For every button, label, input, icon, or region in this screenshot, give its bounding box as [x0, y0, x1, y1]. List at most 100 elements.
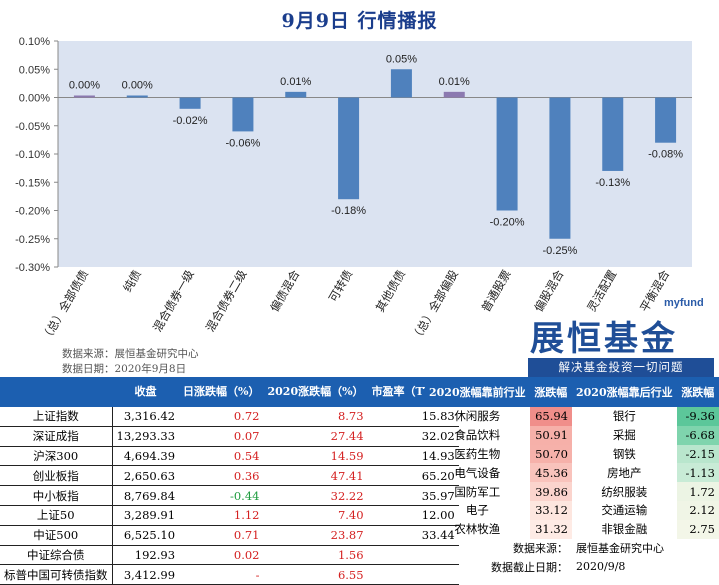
- top-industry-name: 休闲服务: [454, 409, 501, 424]
- bottom-industry-name: 银行: [612, 409, 636, 424]
- bar: [549, 97, 571, 239]
- category-label: 灵活配置: [584, 268, 619, 315]
- header-top-industry: 2020涨幅靠前行业: [425, 377, 530, 407]
- index-row: 中证综合债 192.93 0.02 1.56: [0, 545, 459, 566]
- index-ytd-change: 23.87: [263, 525, 368, 546]
- index-row: 中证500 6,525.10 0.71 23.87 33.44: [0, 525, 459, 546]
- index-pe: 12.00: [367, 505, 459, 526]
- industry-table-header: 2020涨幅靠前行业 涨跌幅 2020涨幅靠后行业 涨跌幅: [425, 377, 719, 407]
- top-industry-name: 电气设备: [454, 465, 501, 480]
- index-row: 中小板指 8,769.84 -0.44 32.22 35.97: [0, 485, 459, 506]
- plot-area: [58, 41, 692, 267]
- logo-name: 展恒基金: [530, 319, 678, 359]
- data-label: -0.13%: [595, 177, 630, 189]
- industry-row: 电子 33.12 交通运输 2.12: [425, 500, 719, 520]
- index-ytd-change: 14.59: [263, 446, 368, 467]
- index-name: 标普中国可转债指数: [0, 564, 113, 585]
- index-close: 13,293.33: [112, 426, 180, 447]
- header-bottom-change: 涨跌幅: [676, 377, 719, 407]
- footer-label: 数据来源：: [513, 541, 568, 555]
- index-ytd-change: 47.41: [263, 465, 368, 487]
- category-label: 其他债债: [373, 268, 408, 315]
- index-name: 上证指数: [0, 407, 113, 427]
- date-note: 数据日期：2020年9月8日: [62, 363, 187, 375]
- index-pe: 35.97: [367, 485, 459, 506]
- bar-chart: 0.10% 0.05% 0.00% -0.05% -0.10% -0.15% -0.20% -…: [15, 36, 692, 345]
- bottom-industry-name: 房地产: [607, 465, 642, 480]
- data-label: 0.00%: [69, 80, 100, 92]
- category-label: 偏债混合: [267, 267, 302, 314]
- index-name: 深证成指: [0, 426, 113, 447]
- index-day-change: -: [179, 564, 264, 585]
- logo-brand: myfund: [664, 297, 704, 309]
- top-industry-name: 农林牧渔: [454, 522, 501, 537]
- bar: [179, 97, 201, 109]
- header-close: 收盘: [112, 377, 180, 407]
- data-label: -0.18%: [331, 205, 366, 217]
- header-bottom-industry: 2020涨幅靠后行业: [572, 377, 677, 407]
- index-name: 中证综合债: [0, 545, 113, 566]
- index-ytd-change: 1.56: [263, 545, 368, 566]
- bottom-industry-change: 1.72: [676, 482, 719, 501]
- bar: [443, 91, 465, 98]
- bar: [602, 97, 624, 171]
- bottom-industry-name: 纺织服装: [601, 484, 648, 499]
- bar: [338, 97, 360, 200]
- industry-row: 电气设备 45.36 房地产 -1.13: [425, 463, 719, 483]
- index-pe: 32.02: [367, 426, 459, 447]
- industry-row: 医药生物 50.70 钢铁 -2.15: [425, 444, 719, 464]
- index-day-change: 0.72: [179, 407, 264, 427]
- index-close: 2,650.63: [112, 465, 180, 487]
- header-name: [0, 377, 112, 407]
- index-close: 4,694.39: [112, 446, 180, 467]
- top-industry-change: 50.91: [529, 425, 572, 445]
- bar: [232, 97, 254, 132]
- index-row: 上证50 3,289.91 1.12 7.40 12.00: [0, 505, 459, 526]
- header-day-change: 日涨跌幅（%）: [179, 377, 264, 407]
- bottom-industry-name: 非银金融: [601, 522, 648, 537]
- index-pe: 14.93: [367, 446, 459, 467]
- bottom-industry-change: -1.13: [676, 463, 719, 483]
- data-label: 0.00%: [122, 80, 153, 92]
- index-pe: 15.83: [367, 407, 459, 427]
- footer-value: 2020/9/8: [576, 560, 626, 574]
- category-label: 可转债: [326, 268, 355, 305]
- index-row: 沪深300 4,694.39 0.54 14.59 14.93: [0, 446, 459, 467]
- y-tick-label: 0.00%: [19, 93, 50, 105]
- index-day-change: 0.36: [179, 465, 264, 487]
- index-ytd-change: 6.55: [263, 564, 368, 585]
- data-label: -0.06%: [225, 137, 260, 149]
- index-name: 中小板指: [0, 485, 113, 506]
- top-industry-name: 电子: [465, 503, 489, 518]
- index-day-change: 0.54: [179, 446, 264, 467]
- bottom-industry-change: -6.68: [676, 425, 719, 445]
- data-label: 0.01%: [439, 76, 470, 88]
- data-label: -0.25%: [542, 245, 577, 257]
- index-close: 3,316.42: [112, 407, 180, 427]
- y-tick-label: 0.05%: [19, 64, 50, 76]
- index-row: 深证成指 13,293.33 0.07 27.44 32.02: [0, 426, 459, 447]
- logo-slogan: 解决基金投资一切问题: [528, 358, 714, 377]
- index-pe: 65.20: [367, 465, 459, 487]
- top-industry-name: 食品饮料: [454, 428, 501, 443]
- bar: [655, 97, 677, 143]
- industry-table: 2020涨幅靠前行业 涨跌幅 2020涨幅靠后行业 涨跌幅 休闲服务 65.94 银…: [425, 377, 719, 576]
- index-ytd-change: 32.22: [263, 485, 368, 506]
- bar: [390, 69, 412, 98]
- index-day-change: 0.07: [179, 426, 264, 447]
- index-close: 3,289.91: [112, 505, 180, 526]
- index-name: 上证50: [0, 505, 113, 526]
- index-day-change: 0.71: [179, 525, 264, 546]
- index-close: 6,525.10: [112, 525, 180, 546]
- source-note: 数据来源：展恒基金研究中心: [62, 348, 199, 360]
- index-pe: 33.44: [367, 525, 459, 546]
- category-label: 普通股票: [479, 268, 514, 315]
- category-label: 纯债: [120, 268, 144, 295]
- category-label: （总）全部债债: [39, 268, 91, 345]
- index-ytd-change: 7.40: [263, 505, 368, 526]
- top-industry-change: 31.32: [529, 519, 572, 539]
- bottom-industry-change: -2.15: [676, 444, 719, 464]
- industry-row: 农林牧渔 31.32 非银金融 2.75: [425, 519, 719, 539]
- footer-label: 数据截止日期：: [491, 560, 568, 574]
- y-tick-label: 0.10%: [19, 36, 50, 48]
